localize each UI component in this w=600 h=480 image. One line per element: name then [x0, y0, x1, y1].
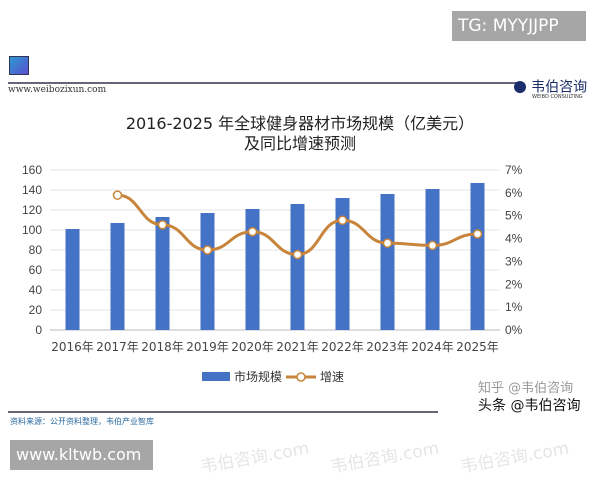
- footer-divider: [8, 411, 438, 413]
- bar: [425, 189, 440, 330]
- growth-point: [202, 245, 213, 255]
- chart-title: 2016-2025 年全球健身器材市场规模（亿美元）: [125, 114, 475, 133]
- logo-icon: [514, 80, 526, 93]
- site-url: www.weibozixun.com: [8, 85, 107, 95]
- x-tick-label: 2025年: [456, 340, 499, 354]
- growth-point: [472, 229, 483, 239]
- bar: [245, 209, 260, 330]
- bar: [65, 229, 80, 330]
- growth-point: [292, 249, 303, 260]
- bar: [200, 213, 215, 330]
- watermark-toutiao: 头条 @韦伯咨询: [478, 398, 581, 414]
- brand-square-icon: [9, 56, 29, 75]
- bar: [110, 223, 125, 330]
- right-tick-label: 3%: [505, 254, 523, 268]
- x-tick-label: 2024年: [411, 340, 454, 354]
- right-tick-label: 5%: [505, 209, 523, 223]
- source-note: 资料来源：公开资料整理，韦伯产业智库: [10, 417, 154, 426]
- legend-line-marker: [296, 372, 306, 382]
- chart: 0 20 40 60 80 100 120 140 160 0% 1% 2% 3% 4% 5% 6% 7% 201…: [22, 163, 523, 384]
- x-tick-label: 2020年: [231, 340, 274, 354]
- watermark: 韦伯咨询.com: [459, 438, 571, 478]
- x-tick-label: 2018年: [141, 340, 184, 354]
- bar: [290, 204, 305, 330]
- right-tick-label: 1%: [505, 300, 523, 314]
- right-tick-label: 6%: [505, 186, 523, 200]
- logo-name: 韦伯咨询: [531, 79, 588, 96]
- left-tick-label: 160: [22, 163, 42, 177]
- right-tick-label: 2%: [505, 277, 523, 291]
- bar: [470, 183, 485, 330]
- x-tick-label: 2022年: [321, 340, 364, 354]
- x-tick-label: 2016年: [51, 340, 94, 354]
- legend-line-label: 增速: [320, 370, 344, 384]
- left-tick-label: 60: [29, 263, 43, 277]
- x-tick-label: 2023年: [366, 340, 409, 354]
- overlay-tag: TG: MYYJJPP: [452, 11, 586, 41]
- x-tick-label: 2021年: [276, 340, 319, 354]
- left-tick-label: 100: [22, 223, 42, 237]
- logo-en: WEIBO CONSULTING: [532, 94, 583, 100]
- bar: [155, 217, 170, 330]
- left-tick-label: 20: [29, 303, 43, 317]
- bottom-site-tag: www.kltwb.com: [10, 440, 153, 470]
- legend-bar-label: 市场规模: [234, 369, 282, 384]
- left-tick-label: 120: [22, 203, 42, 217]
- watermark: 韦伯咨询.com: [329, 438, 441, 478]
- watermark-zhihu: 知乎 @韦伯咨询: [478, 381, 574, 396]
- legend-bar-swatch: [202, 372, 230, 381]
- x-tick-label: 2017年: [96, 340, 139, 354]
- x-tick-label: 2019年: [186, 340, 229, 354]
- left-tick-label: 140: [22, 183, 42, 197]
- watermark: 韦伯咨询.com: [199, 438, 311, 478]
- right-tick-label: 4%: [505, 232, 523, 246]
- right-tick-label: 7%: [505, 163, 523, 177]
- left-tick-label: 80: [29, 243, 43, 257]
- left-tick-label: 0: [35, 323, 42, 337]
- chart-subtitle: 及同比增速预测: [243, 134, 356, 153]
- bar: [335, 198, 350, 330]
- header-divider: [8, 82, 518, 84]
- right-tick-label: 0%: [505, 323, 523, 337]
- left-tick-label: 40: [29, 283, 43, 297]
- growth-point: [427, 240, 438, 251]
- growth-point: [247, 226, 258, 237]
- growth-point: [112, 190, 123, 200]
- bar: [380, 194, 395, 330]
- logo: 韦伯咨询 WEIBO CONSULTING: [514, 76, 588, 100]
- growth-point: [157, 220, 168, 230]
- growth-point: [337, 215, 348, 226]
- growth-point: [382, 238, 393, 248]
